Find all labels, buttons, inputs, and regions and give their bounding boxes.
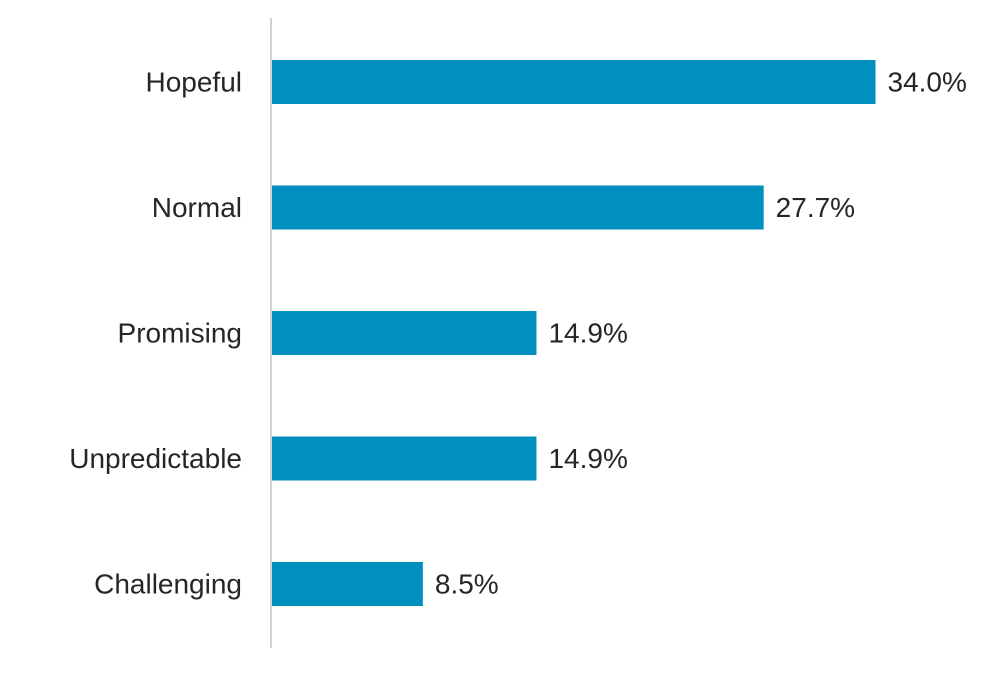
category-label-hopeful: Hopeful [145, 67, 242, 98]
labels-layer: Hopeful 34.0% Normal 27.7% Promising 14.9% Unp… [69, 67, 967, 600]
value-label-promising: 14.9% [548, 318, 627, 349]
category-label-promising: Promising [118, 318, 242, 349]
category-label-normal: Normal [152, 192, 242, 223]
bar-hopeful [272, 60, 876, 104]
value-label-unpredictable: 14.9% [548, 443, 627, 474]
value-label-normal: 27.7% [776, 192, 855, 223]
bars-layer [272, 60, 876, 606]
value-label-challenging: 8.5% [435, 569, 499, 600]
bar-promising [272, 311, 537, 355]
bar-challenging [272, 562, 423, 606]
category-label-challenging: Challenging [94, 569, 242, 600]
bar-normal [272, 185, 764, 230]
bar-unpredictable [272, 436, 537, 481]
value-label-hopeful: 34.0% [888, 67, 967, 98]
category-label-unpredictable: Unpredictable [69, 443, 242, 474]
